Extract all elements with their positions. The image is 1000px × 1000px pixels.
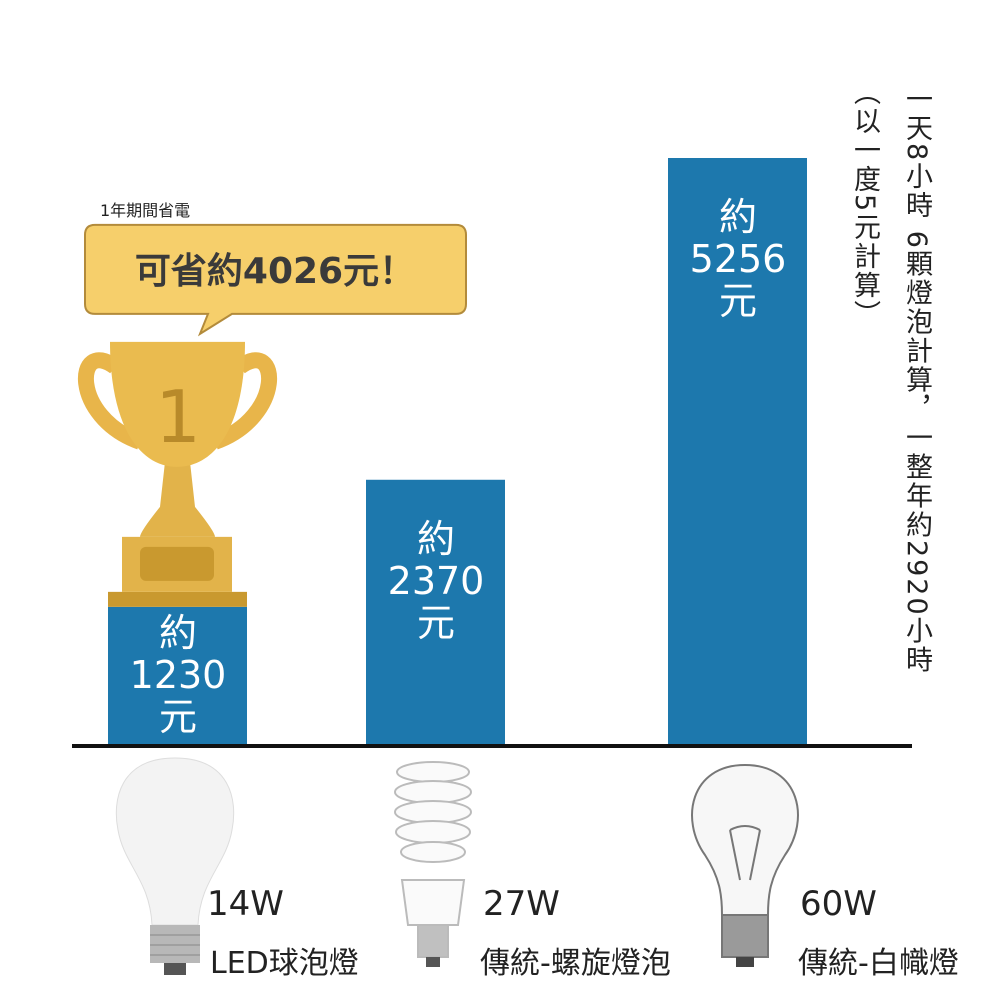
trophy-handles xyxy=(77,352,278,450)
value-label: 約 2370 元 xyxy=(387,516,485,645)
bar xyxy=(108,606,247,744)
wattage-label: 60W xyxy=(800,884,877,924)
note: 一天8小時 6顆燈泡計算，一整年約2920小時 xyxy=(901,85,932,675)
trophy-plaque-inner xyxy=(140,546,214,581)
category-label: 傳統-螺旋燈泡 xyxy=(480,946,671,981)
category-label: 傳統-白幟燈 xyxy=(798,946,959,981)
bar xyxy=(366,479,505,744)
caption: 1年期間省電 xyxy=(100,200,191,220)
incandescent-bulb-icon xyxy=(691,763,799,967)
value-label: 約 5256 元 xyxy=(689,195,787,323)
category-label: LED球泡燈 xyxy=(210,946,359,981)
wattage-label: 14W xyxy=(207,884,284,924)
wattage-label: 27W xyxy=(483,884,560,924)
value-label: 約 1230 元 xyxy=(129,611,227,740)
trophy-stem xyxy=(140,461,215,537)
trophy-cup xyxy=(110,341,245,467)
callout: 可省約4026元！ xyxy=(84,223,467,337)
callout-bubble xyxy=(84,223,467,337)
trophy-pedestal xyxy=(108,591,247,607)
trophy-badge: 1 xyxy=(155,375,201,459)
bar xyxy=(668,158,807,744)
cfl-bulb-icon xyxy=(394,761,472,967)
led-bulb-icon xyxy=(115,757,235,975)
trophy: 1 xyxy=(77,341,278,607)
callout-text: 可省約4026元！ xyxy=(135,251,415,292)
note: （以一度5元計算） xyxy=(849,78,880,330)
